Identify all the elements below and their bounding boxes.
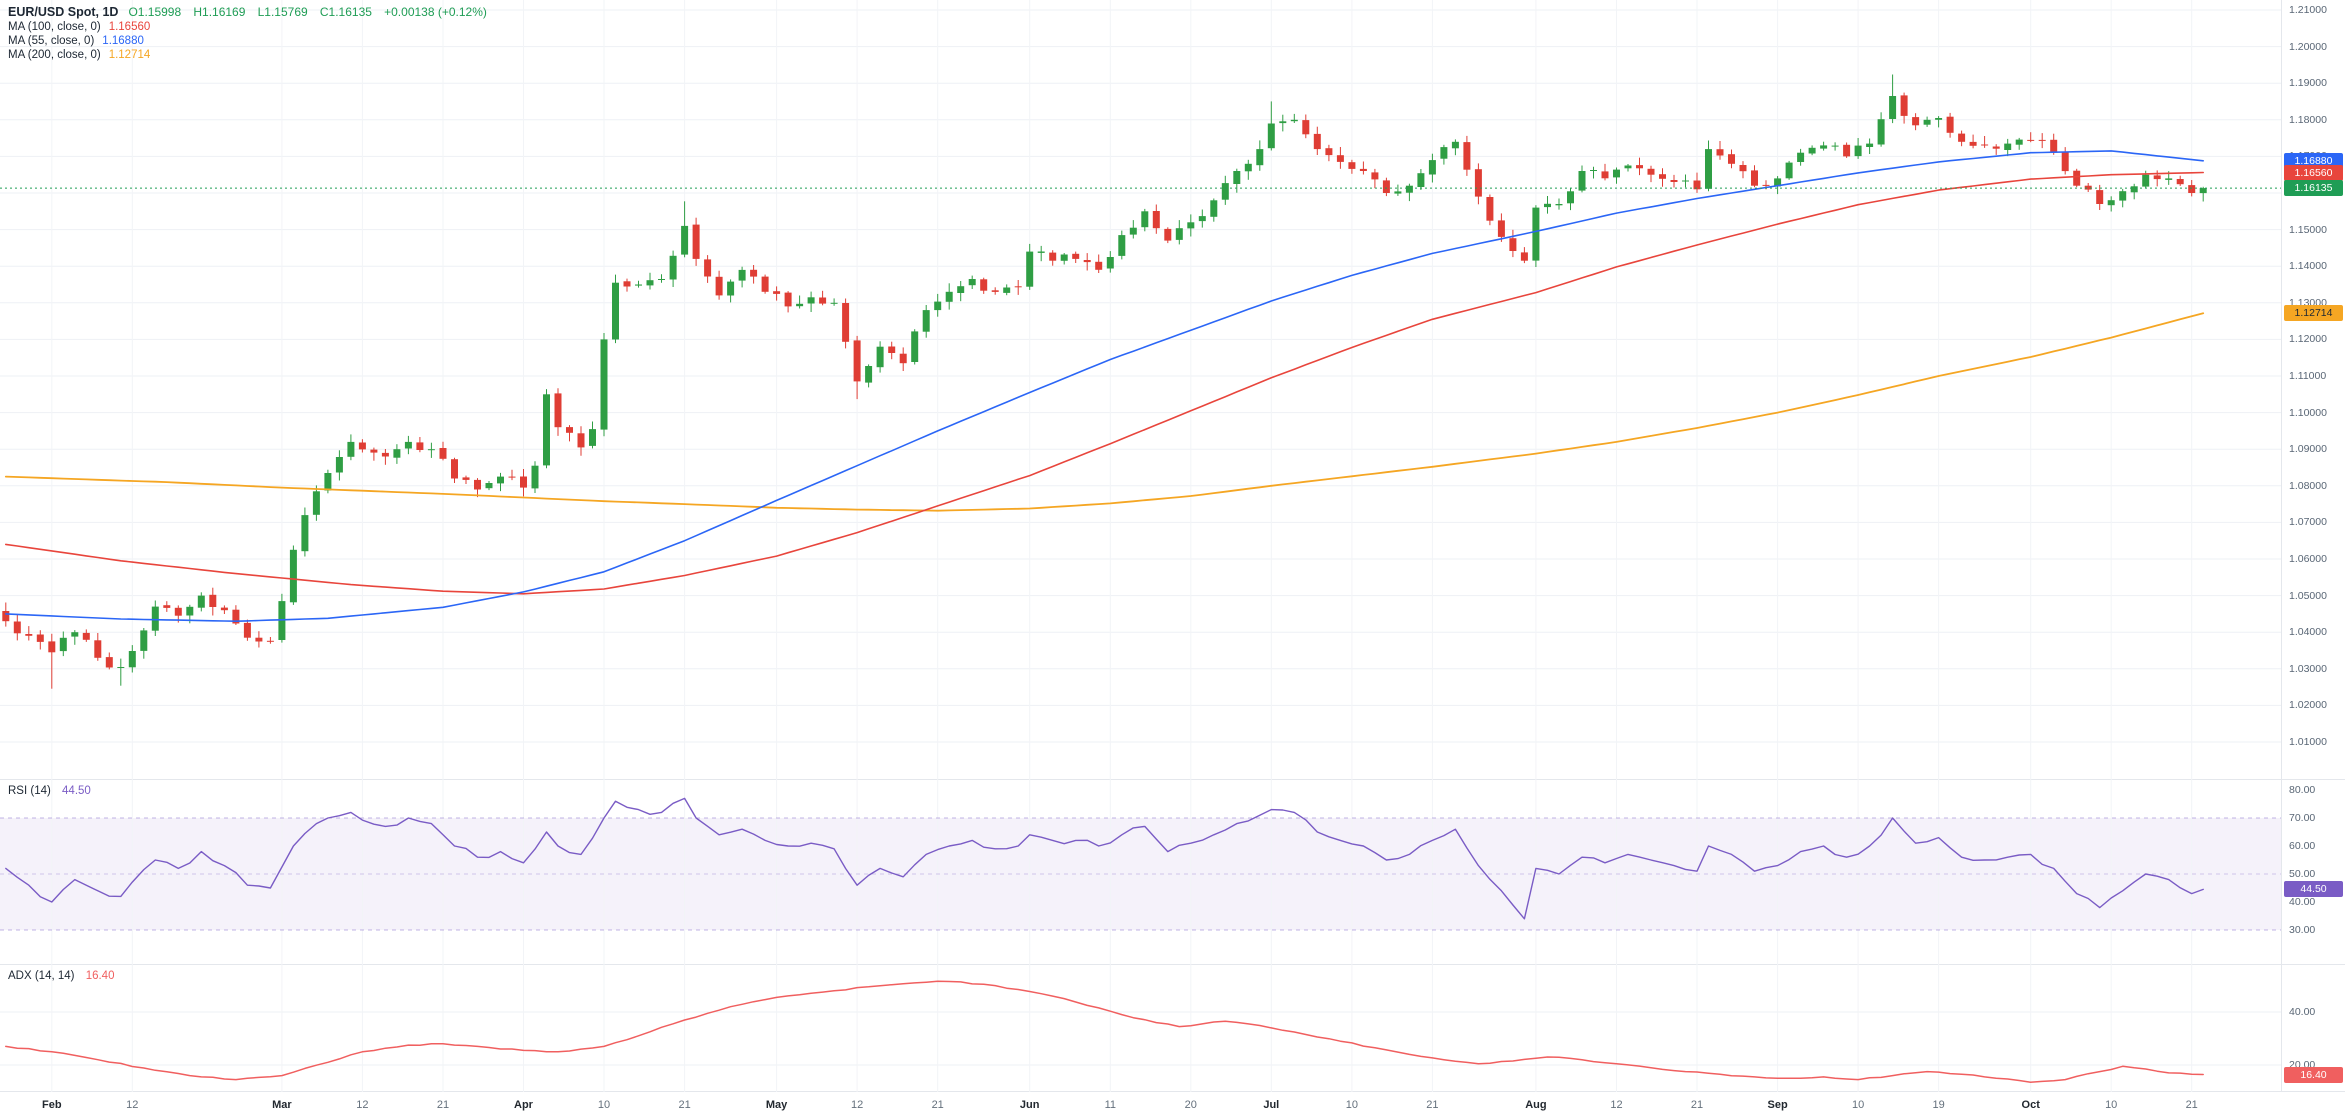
low-value: L1.15769 [257, 5, 308, 19]
high-value: H1.16169 [193, 5, 246, 19]
time-tick-label: 21 [1690, 1099, 1704, 1111]
time-tick-label: Oct [2021, 1099, 2040, 1111]
price-tick-label: 1.19000 [2289, 77, 2327, 90]
adx-tick-label: 40.00 [2289, 1006, 2316, 1018]
rsi-tick-label: 60.00 [2289, 840, 2316, 852]
price-tick-label: 1.10000 [2289, 406, 2327, 419]
time-tick-label: 12 [356, 1099, 369, 1111]
ohlc-values: O1.15998 H1.16169 L1.15769 C1.16135 +0.0… [128, 5, 495, 19]
time-tick-label: 10 [2105, 1099, 2118, 1111]
price-tick-label: 1.05000 [2289, 589, 2327, 602]
time-tick-label: 21 [1426, 1099, 1439, 1111]
adx-chart-svg [0, 965, 2281, 1092]
change-value: +0.00138 (+0.12%) [384, 5, 487, 19]
rsi-legend: RSI (14) 44.50 [8, 785, 91, 797]
ma200-value: 1.12714 [108, 49, 151, 61]
price-tick-label: 1.15000 [2289, 223, 2327, 236]
ma100-value: 1.16560 [108, 21, 151, 33]
price-tick-label: 1.08000 [2289, 479, 2327, 492]
adx-legend: ADX (14, 14) 16.40 [8, 970, 114, 982]
rsi-tick-label: 70.00 [2289, 812, 2316, 824]
time-tick-label: May [765, 1099, 788, 1111]
time-tick-label: 10 [1345, 1099, 1359, 1111]
rsi-badge: 44.50 [2284, 881, 2343, 898]
adx-label: ADX (14, 14) [8, 970, 75, 982]
price-tick-label: 1.06000 [2289, 553, 2327, 565]
time-tick-label: 21 [931, 1099, 944, 1111]
time-tick-label: 10 [597, 1099, 611, 1111]
time-tick-label: 12 [850, 1099, 864, 1111]
price-tick-label: 1.07000 [2289, 516, 2327, 529]
time-tick-label: Aug [1525, 1099, 1547, 1111]
rsi-tick-label: 80.00 [2289, 784, 2316, 796]
adx-axis[interactable]: 40.00 20.00 16.40 [2281, 965, 2345, 1091]
rsi-tick-label: 30.00 [2289, 924, 2316, 936]
rsi-chart-svg [0, 780, 2281, 965]
price-tick-label: 1.11000 [2289, 370, 2327, 382]
symbol-title: EUR/USD Spot, 1D [8, 5, 119, 19]
chart-legend: EUR/USD Spot, 1D O1.15998 H1.16169 L1.15… [8, 5, 496, 63]
price-badge: 1.16560 [2284, 164, 2343, 181]
price-tick-label: 1.21000 [2289, 4, 2327, 16]
time-tick-label: Mar [272, 1099, 292, 1111]
price-pane[interactable]: EUR/USD Spot, 1D O1.15998 H1.16169 L1.15… [0, 0, 2345, 780]
price-tick-label: 1.18000 [2289, 113, 2327, 126]
price-badge: 1.16135 [2284, 180, 2343, 197]
rsi-tick-label: 50.00 [2289, 868, 2316, 880]
time-tick-label: 20 [1184, 1099, 1197, 1111]
time-tick-label: 21 [436, 1099, 450, 1111]
ma100-label: MA (100, close, 0) [8, 21, 101, 33]
time-tick-label: 12 [1610, 1099, 1623, 1111]
time-tick-label: 11 [1104, 1099, 1117, 1111]
adx-value: 16.40 [85, 970, 115, 982]
price-axis[interactable]: 1.210001.200001.190001.180001.170001.160… [2281, 0, 2345, 779]
rsi-value: 44.50 [62, 785, 91, 797]
adx-pane[interactable]: ADX (14, 14) 16.40 40.00 20.00 16.40 [0, 965, 2345, 1092]
ma200-label: MA (200, close, 0) [8, 49, 101, 61]
time-tick-label: 21 [678, 1099, 691, 1111]
open-value: O1.15998 [128, 5, 182, 19]
time-tick-label: 19 [1932, 1099, 1945, 1111]
time-tick-label: Jul [1263, 1099, 1280, 1111]
price-badge: 1.12714 [2284, 305, 2343, 322]
rsi-label: RSI (14) [8, 785, 51, 797]
price-tick-label: 1.03000 [2289, 662, 2327, 675]
price-tick-label: 1.02000 [2289, 699, 2327, 712]
price-tick-label: 1.01000 [2289, 736, 2327, 748]
adx-badge: 16.40 [2284, 1066, 2343, 1083]
price-tick-label: 1.09000 [2289, 443, 2327, 456]
ma55-label: MA (55, close, 0) [8, 35, 95, 47]
time-tick-label: Sep [1767, 1099, 1788, 1111]
time-tick-label: Feb [42, 1099, 62, 1111]
close-value: C1.16135 [319, 5, 372, 19]
price-tick-label: 1.14000 [2289, 260, 2327, 273]
time-axis[interactable]: Feb 12 Mar 12 21 Apr 10 21 May 12 21 Jun 11 20 Jul 10 21… [0, 1092, 2345, 1120]
price-chart-svg [0, 0, 2281, 780]
price-tick-label: 1.04000 [2289, 626, 2327, 639]
rsi-tick-label: 40.00 [2289, 896, 2316, 908]
price-tick-label: 1.20000 [2289, 40, 2327, 53]
time-tick-label: 12 [126, 1099, 139, 1111]
time-tick-label: 21 [2185, 1099, 2198, 1111]
time-tick-label: Jun [1019, 1099, 1040, 1111]
time-tick-label: 10 [1851, 1099, 1865, 1111]
time-tick-label: Apr [514, 1099, 533, 1111]
price-tick-label: 1.12000 [2289, 333, 2327, 346]
rsi-axis[interactable]: 80.00 70.00 60.00 50.00 40.00 30.00 44.50 [2281, 780, 2345, 964]
ma55-value: 1.16880 [102, 35, 144, 47]
rsi-pane[interactable]: RSI (14) 44.50 80.00 70.00 60.00 50.00 40.00… [0, 780, 2345, 965]
